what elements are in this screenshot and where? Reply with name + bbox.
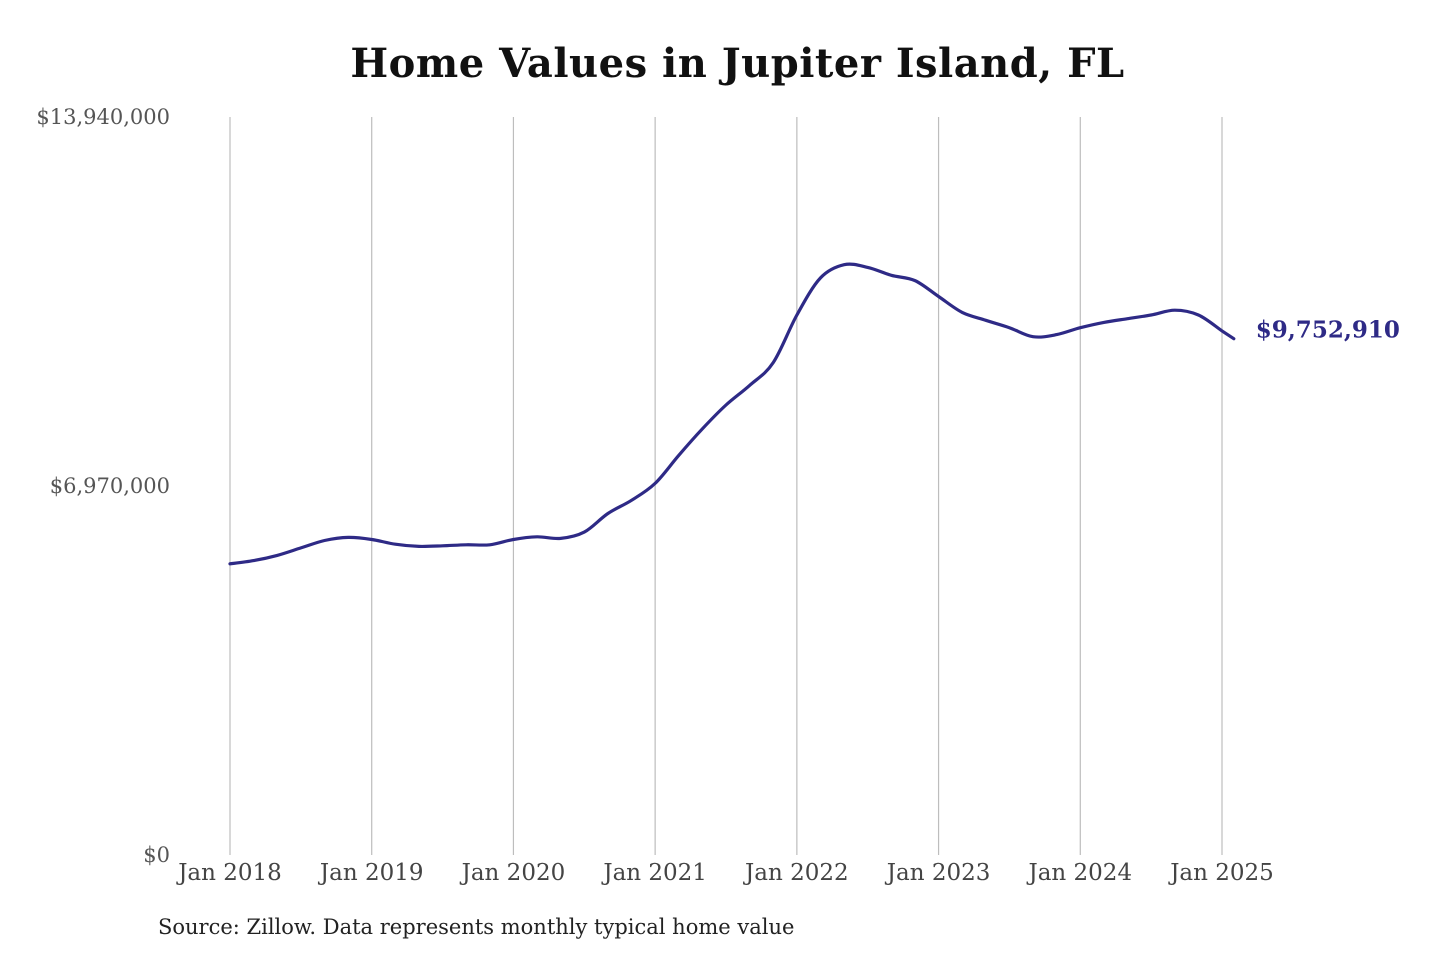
series: [228, 262, 1236, 566]
y-axis-tick-labels: $0 $6,970,000 $13,940,000: [36, 105, 170, 867]
y-tick-label: $13,940,000: [36, 105, 170, 129]
vertical-gridlines: [229, 117, 1223, 855]
source-note: Source: Zillow. Data represents monthly …: [158, 915, 795, 939]
x-tick-label: Jan 2022: [743, 860, 849, 886]
x-axis-tick-labels: Jan 2018 Jan 2019 Jan 2020 Jan 2021 Jan 2022…: [176, 860, 1274, 886]
end-value-label: $9,752,910: [1256, 317, 1400, 344]
chart-title: Home Values in Jupiter Island, FL: [350, 40, 1125, 87]
x-tick-label: Jan 2020: [460, 860, 566, 886]
y-tick-label: $0: [143, 843, 170, 867]
series-line-0: [228, 262, 1236, 566]
x-tick-label: Jan 2018: [176, 860, 282, 886]
x-tick-label: Jan 2024: [1026, 860, 1132, 886]
x-tick-label: Jan 2019: [318, 860, 424, 886]
x-tick-label: Jan 2025: [1168, 860, 1274, 886]
x-tick-label: Jan 2021: [601, 860, 707, 886]
x-tick-label: Jan 2023: [885, 860, 991, 886]
y-tick-label: $6,970,000: [50, 474, 170, 498]
